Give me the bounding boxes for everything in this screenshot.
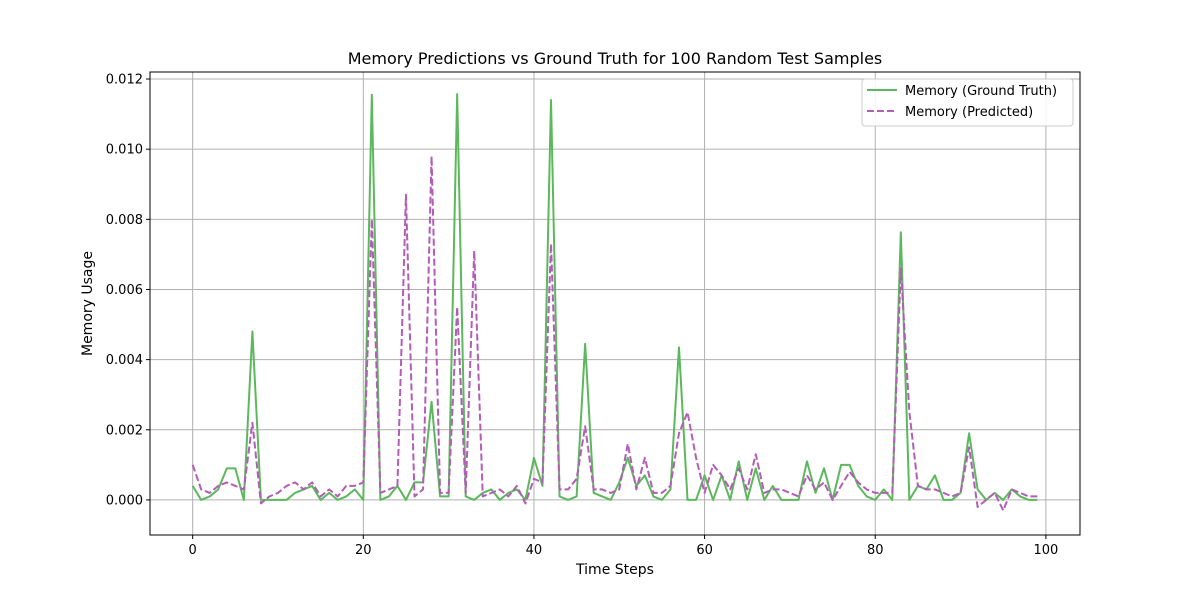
y-tick-label: 0.002 [106, 423, 143, 438]
y-tick-label: 0.010 [106, 143, 143, 158]
y-tick-label: 0.006 [106, 283, 143, 298]
y-tick-label: 0.008 [106, 213, 143, 228]
x-tick-label: 80 [867, 543, 884, 558]
chart-title: Memory Predictions vs Ground Truth for 1… [348, 49, 883, 68]
y-tick-label: 0.012 [106, 73, 143, 88]
legend-label-ground-truth: Memory (Ground Truth) [905, 84, 1057, 99]
plot-frame [149, 71, 1081, 536]
legend-label-predicted: Memory (Predicted) [905, 105, 1033, 120]
series-line-predicted [191, 155, 1038, 512]
legend: Memory (Ground Truth) Memory (Predicted) [861, 78, 1074, 127]
x-tick-label: 60 [696, 543, 713, 558]
x-tick-label: 20 [355, 543, 372, 558]
x-axis-title: Time Steps [575, 562, 654, 578]
series-line-ground-truth [191, 93, 1038, 501]
y-tick-label: 0.004 [106, 353, 143, 368]
x-tick-label: 40 [526, 543, 543, 558]
y-tick-label: 0.000 [106, 493, 143, 508]
tick-layer: 0 20 40 60 80 100 0.000 0.002 0.004 0.006 0.008 0.0… [106, 73, 1059, 558]
y-axis-title: Memory Usage [80, 251, 96, 356]
legend-box [861, 78, 1074, 127]
grid-layer [150, 72, 1080, 535]
series-layer [191, 93, 1038, 512]
x-tick-label: 0 [189, 543, 197, 558]
x-tick-label: 100 [1033, 543, 1058, 558]
